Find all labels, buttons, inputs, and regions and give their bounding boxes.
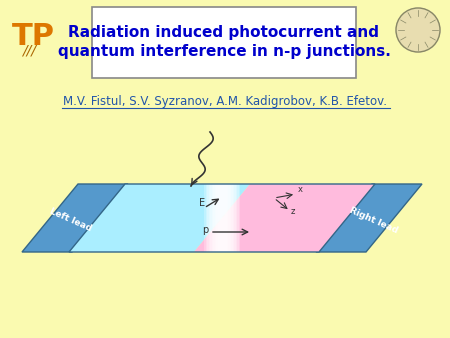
Polygon shape [204,184,240,252]
Polygon shape [212,184,233,252]
Circle shape [396,8,440,52]
Text: Radiation induced photocurrent and
quantum interference in n-p junctions.: Radiation induced photocurrent and quant… [58,25,391,59]
Text: ///: /// [22,44,36,58]
Text: Left lead: Left lead [49,207,94,233]
Polygon shape [210,184,234,252]
FancyBboxPatch shape [92,7,356,78]
Text: Right lead: Right lead [348,205,400,235]
Text: TP: TP [12,22,55,51]
Polygon shape [69,184,250,252]
Polygon shape [22,184,128,252]
Polygon shape [215,184,230,252]
Polygon shape [206,184,238,252]
Polygon shape [194,184,375,252]
Text: M.V. Fistul, S.V. Syzranov, A.M. Kadigrobov, K.B. Efetov.: M.V. Fistul, S.V. Syzranov, A.M. Kadigro… [63,95,387,108]
Polygon shape [207,184,237,252]
Polygon shape [216,184,228,252]
Text: p: p [202,225,208,235]
Polygon shape [213,184,231,252]
Text: x: x [298,185,303,194]
Polygon shape [316,184,422,252]
Text: E: E [199,198,205,208]
Polygon shape [217,184,226,252]
Text: z: z [291,207,295,216]
Polygon shape [208,184,235,252]
